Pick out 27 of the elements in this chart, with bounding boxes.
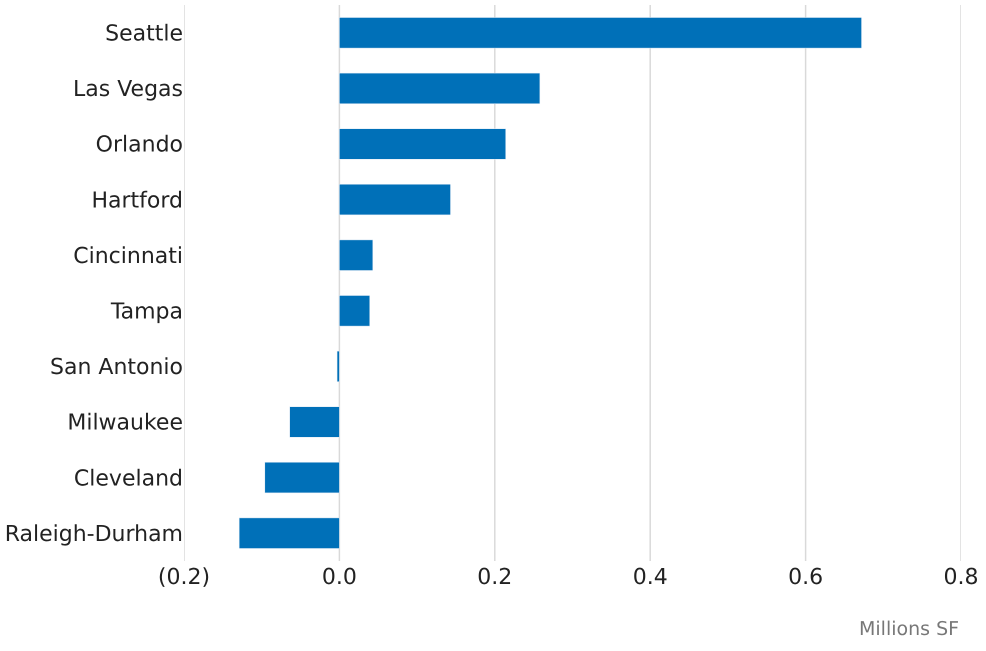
bar xyxy=(339,128,506,160)
bar xyxy=(339,17,862,48)
x-tick-label: 0.4 xyxy=(632,565,668,590)
y-tick-label: Tampa xyxy=(110,300,183,324)
y-tick-label: Cincinnati xyxy=(73,244,183,269)
y-tick-label: Las Vegas xyxy=(73,77,183,102)
x-tick-label: (0.2) xyxy=(158,565,210,590)
y-tick-label: Raleigh-Durham xyxy=(4,522,183,547)
x-tick-label: 0.0 xyxy=(322,565,357,590)
bar xyxy=(339,240,374,271)
y-tick-label: San Antonio xyxy=(50,355,183,380)
x-tick-label: 0.6 xyxy=(788,565,824,590)
bar xyxy=(339,295,370,326)
bar xyxy=(289,406,340,438)
x-tick-label: 0.8 xyxy=(944,565,978,590)
y-tick-label: Milwaukee xyxy=(67,410,183,436)
bar xyxy=(339,72,540,104)
y-tick-label: Hartford xyxy=(91,188,183,214)
bar xyxy=(264,462,340,494)
y-tick-label: Cleveland xyxy=(74,466,183,492)
y-tick-label: Orlando xyxy=(96,132,183,158)
bar xyxy=(336,350,340,382)
bar xyxy=(339,184,451,216)
x-axis-title: Millions SF xyxy=(859,618,960,640)
y-tick-label: Seattle xyxy=(105,22,183,46)
x-tick-label: 0.2 xyxy=(477,565,512,590)
bar xyxy=(238,518,340,549)
